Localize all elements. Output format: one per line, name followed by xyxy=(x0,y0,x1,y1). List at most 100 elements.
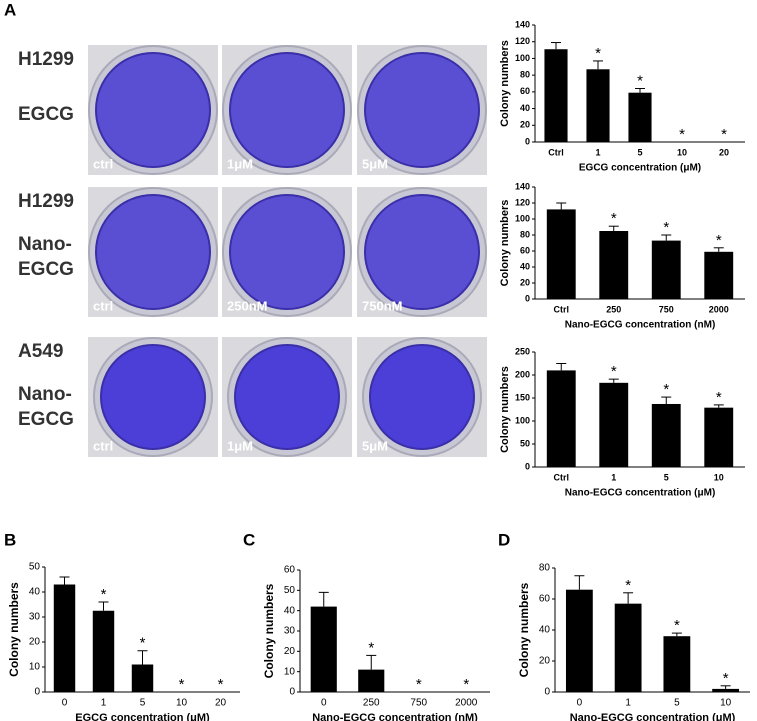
significance-marker: * xyxy=(416,676,422,693)
significance-marker: * xyxy=(218,676,224,693)
y-tick-label: 100 xyxy=(515,53,530,63)
bar xyxy=(704,251,734,299)
y-tick-label: 50 xyxy=(284,585,296,596)
plate-label: ctrl xyxy=(93,438,113,453)
x-tick-label: 750 xyxy=(659,304,674,314)
x-tick-label: 0 xyxy=(62,698,68,709)
x-tick-label: 10 xyxy=(677,147,687,157)
x-tick-label: 250 xyxy=(363,698,380,709)
row-label: EGCG xyxy=(18,104,74,125)
significance-marker: * xyxy=(716,389,722,406)
y-tick-label: 120 xyxy=(515,197,530,207)
y-tick-label: 30 xyxy=(284,626,296,637)
y-tick-label: 20 xyxy=(284,646,296,657)
significance-marker: * xyxy=(463,676,469,693)
x-axis-label: EGCG concentration (μM) xyxy=(75,712,210,721)
panel-label: A xyxy=(4,0,16,19)
y-tick-label: 50 xyxy=(520,438,530,448)
y-tick-label: 200 xyxy=(515,369,530,379)
y-tick-label: 20 xyxy=(29,637,41,648)
y-tick-label: 60 xyxy=(520,245,530,255)
y-tick-label: 140 xyxy=(515,19,530,29)
x-tick-label: 1 xyxy=(611,472,616,482)
plate-well xyxy=(95,52,211,168)
y-tick-label: 0 xyxy=(525,136,530,146)
plate-well xyxy=(234,344,340,450)
significance-marker: * xyxy=(674,617,680,634)
bar xyxy=(712,688,740,692)
x-tick-label: 10 xyxy=(720,698,732,709)
row-label: H1299 xyxy=(18,49,74,70)
significance-marker: * xyxy=(637,72,643,89)
y-axis-label: Colony numbers xyxy=(499,200,511,287)
plate-label: 1μM xyxy=(227,156,253,171)
x-tick-label: 5 xyxy=(664,472,669,482)
plate-well xyxy=(95,194,211,310)
bar xyxy=(651,240,681,299)
plate-well xyxy=(100,344,206,450)
y-axis-label: Colony numbers xyxy=(7,582,21,677)
y-tick-label: 150 xyxy=(515,392,530,402)
bar xyxy=(131,664,154,692)
y-tick-label: 60 xyxy=(520,86,530,96)
bar xyxy=(614,603,642,692)
y-axis-label: Colony numbers xyxy=(499,40,511,127)
y-axis-label: Colony numbers xyxy=(262,583,276,678)
y-tick-label: 20 xyxy=(520,277,530,287)
x-tick-label: 5 xyxy=(674,698,680,709)
plate-label: 5μM xyxy=(362,438,388,453)
significance-marker: * xyxy=(663,381,669,398)
x-tick-label: 2000 xyxy=(709,304,729,314)
y-tick-label: 0 xyxy=(289,687,295,698)
y-tick-label: 20 xyxy=(520,120,530,130)
plate-label: ctrl xyxy=(93,156,113,171)
x-tick-label: 5 xyxy=(140,698,146,709)
bar xyxy=(599,382,629,467)
x-axis-label: Nano-EGCG concentration (nM) xyxy=(565,320,716,331)
y-tick-label: 10 xyxy=(29,662,41,673)
x-tick-label: 2000 xyxy=(455,698,478,709)
x-tick-label: Ctrl xyxy=(548,147,564,157)
plate-well xyxy=(364,194,480,310)
y-tick-label: 0 xyxy=(525,461,530,471)
bar xyxy=(53,584,76,692)
row-label: A549 xyxy=(18,341,63,362)
x-tick-label: 20 xyxy=(215,698,227,709)
y-tick-label: 40 xyxy=(539,625,551,636)
plate-label: 5μM xyxy=(362,156,388,171)
significance-marker: * xyxy=(179,676,185,693)
x-axis-label: Nano-EGCG concentration (μM) xyxy=(570,712,736,721)
row-label: H1299 xyxy=(18,191,74,212)
plate-well xyxy=(229,194,345,310)
panel-label: C xyxy=(243,530,255,549)
plate-label: 750nM xyxy=(362,298,402,313)
x-tick-label: Ctrl xyxy=(554,472,570,482)
significance-marker: * xyxy=(663,219,669,236)
row-label: Nano- xyxy=(18,234,72,255)
x-tick-label: 1 xyxy=(625,698,631,709)
y-tick-label: 80 xyxy=(520,229,530,239)
significance-marker: * xyxy=(368,639,374,656)
x-tick-label: 250 xyxy=(606,304,621,314)
y-tick-label: 30 xyxy=(29,612,41,623)
y-tick-label: 40 xyxy=(29,587,41,598)
y-tick-label: 60 xyxy=(539,594,551,605)
y-tick-label: 60 xyxy=(284,565,296,576)
x-tick-label: 20 xyxy=(719,147,729,157)
y-tick-label: 140 xyxy=(515,181,530,191)
y-tick-label: 80 xyxy=(520,70,530,80)
significance-marker: * xyxy=(723,670,729,687)
bar xyxy=(358,669,385,692)
x-tick-label: 1 xyxy=(595,147,600,157)
bar xyxy=(544,49,568,142)
y-axis-label: Colony numbers xyxy=(499,366,511,453)
y-tick-label: 10 xyxy=(284,666,296,677)
significance-marker: * xyxy=(625,577,631,594)
bar xyxy=(546,370,576,467)
bar xyxy=(565,589,593,692)
significance-marker: * xyxy=(716,232,722,249)
x-axis-label: Nano-EGCG concentration (nM) xyxy=(312,712,478,721)
y-tick-label: 40 xyxy=(284,605,296,616)
significance-marker: * xyxy=(679,126,685,143)
